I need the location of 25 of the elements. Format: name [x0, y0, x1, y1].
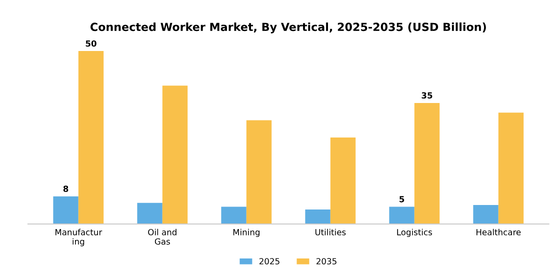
x-tick-label: Mining	[233, 228, 260, 237]
x-tick-label: Healthcare	[476, 228, 521, 236]
bar	[473, 204, 498, 224]
bar	[389, 206, 414, 224]
bar	[221, 206, 246, 224]
data-label: 5	[400, 196, 404, 202]
bar	[498, 112, 524, 224]
x-tick-label: Manufactur ing	[55, 228, 102, 246]
bar	[246, 120, 272, 224]
x-tick-label: Logistics	[397, 228, 432, 237]
bar	[330, 138, 356, 224]
x-tick-label: Oil and Gas	[148, 228, 176, 245]
data-label: 50	[86, 40, 96, 47]
x-tick-label: Utilities	[315, 228, 346, 236]
data-label: 35	[422, 92, 432, 99]
bar	[414, 102, 440, 224]
bar	[78, 51, 104, 224]
data-label: 8	[63, 186, 68, 192]
bar	[162, 86, 188, 224]
chart-title: Connected Worker Market, By Vertical, 2025-2035 (USD Billion)	[90, 22, 486, 34]
bar	[305, 209, 330, 224]
bar	[53, 196, 78, 224]
legend-label: 2035	[316, 258, 336, 264]
bar	[137, 202, 162, 224]
legend-label: 2025	[259, 258, 280, 264]
